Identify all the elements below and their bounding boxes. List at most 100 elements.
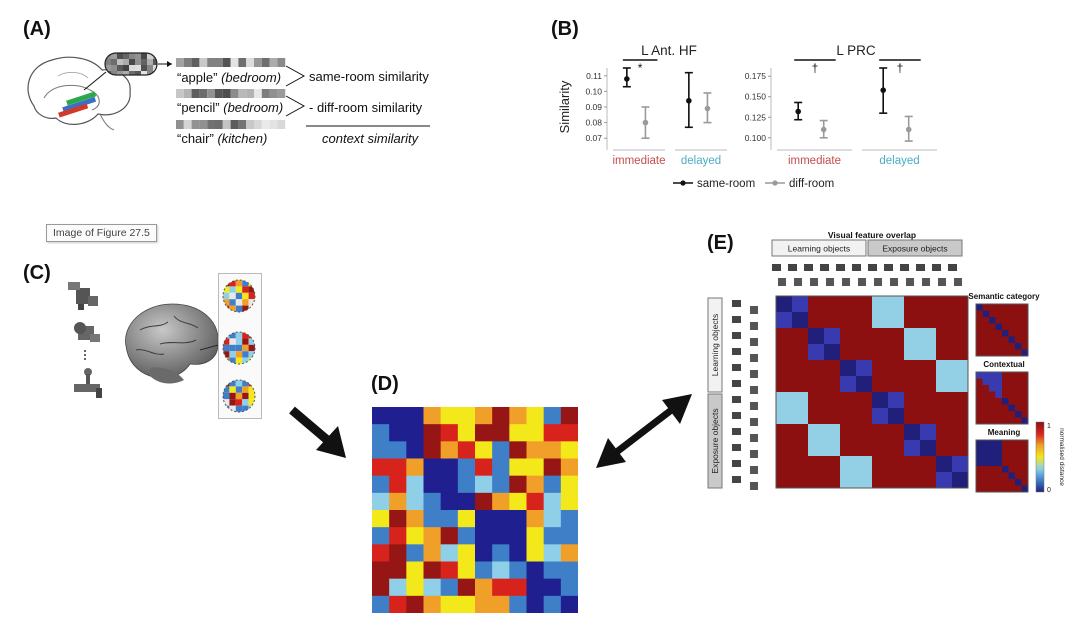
heatmap-cell: [543, 424, 562, 442]
strip-cell: [222, 58, 231, 67]
item-chair: “chair” (kitchen): [177, 131, 268, 146]
pattern-cell: [141, 65, 147, 71]
pattern-cell: [235, 344, 243, 352]
pattern-cell: [248, 357, 255, 364]
data-point: [820, 126, 827, 133]
heatmap-cell: [457, 475, 476, 494]
heatmap-cell: [872, 408, 889, 425]
heatmap-cell: [776, 456, 793, 473]
object-thumbnail: [906, 278, 914, 286]
object-thumbnail: [750, 322, 758, 330]
pattern-cell: [111, 59, 117, 65]
heatmap-cell: [808, 392, 825, 409]
heatmap-cell: [904, 296, 921, 313]
heatmap-cell: [372, 527, 390, 545]
heatmap-cell: [792, 296, 809, 313]
heatmap-cell: [952, 296, 969, 313]
row-group-box: [707, 393, 723, 489]
heatmap-cell: [475, 441, 493, 459]
pattern-cell: [242, 292, 249, 300]
heatmap-cell: [888, 424, 905, 441]
pattern-cell: [235, 351, 243, 358]
pattern-cell: [129, 59, 135, 65]
thumbnail-diagonal: [989, 453, 996, 460]
column-group-box: [867, 239, 963, 257]
object-thumbnail: [732, 396, 741, 403]
heatmap-cell: [840, 392, 857, 409]
heatmap-cell: [856, 408, 873, 425]
brain-3d-icon: [125, 303, 222, 384]
heatmap-cell: [936, 296, 953, 313]
heatmap-cell: [904, 392, 921, 409]
heatmap-cell: [824, 408, 841, 425]
diff-room-label: - diff-room similarity: [309, 100, 423, 115]
group-label: immediate: [788, 155, 841, 167]
thumbnail-block: [982, 378, 1002, 385]
heatmap-cell: [475, 544, 493, 562]
column-group-label: Learning objects: [788, 244, 850, 254]
heatmap-title: Visual feature overlap: [828, 230, 916, 240]
heatmap-cell: [389, 544, 407, 562]
pattern-cell: [242, 305, 249, 312]
arrow-icon: [289, 406, 346, 458]
heatmap-cell: [372, 492, 390, 511]
heatmap-cell: [543, 561, 562, 580]
pattern-cell: [147, 65, 153, 71]
pattern-cell: [248, 280, 255, 287]
heatmap-cell: [457, 578, 476, 597]
pattern-cell: [135, 53, 141, 59]
heatmap-cell: [457, 544, 476, 562]
y-tick-label: 0.08: [585, 118, 602, 128]
heatmap-cell: [440, 458, 459, 477]
heatmap-cell: [440, 475, 459, 494]
object-thumbnail: [954, 278, 962, 286]
heatmap-cell: [776, 360, 793, 377]
heatmap-cell: [543, 595, 562, 613]
pattern-cell: [105, 65, 111, 71]
heatmap-cell: [856, 440, 873, 457]
pattern-outline: [222, 379, 256, 413]
thumbnail-frame: [975, 303, 1029, 357]
heatmap-cell: [543, 475, 562, 494]
heatmap-cell: [904, 440, 921, 457]
heatmap-cell: [824, 392, 841, 409]
panel-label-c: (C): [23, 262, 51, 284]
double-arrow-icon: [596, 394, 692, 468]
object-thumbnail: [732, 428, 741, 435]
object-thumbnail: [874, 278, 882, 286]
pattern-cell: [135, 59, 141, 65]
heatmap-cell: [475, 492, 493, 511]
thumbnail-diagonal: [995, 459, 1002, 466]
data-point: [686, 97, 692, 104]
pattern-cell: [123, 53, 129, 59]
heatmap-cell: [856, 360, 873, 377]
heatmap-cell: [492, 544, 510, 562]
heatmap-cell: [808, 312, 825, 329]
heatmap-cell: [936, 360, 953, 377]
object-thumbnail: [932, 264, 941, 271]
pattern-cell: [223, 357, 230, 364]
bracket-marks: [285, 65, 430, 127]
heatmap-cell: [560, 458, 578, 477]
pattern-cell: [229, 357, 236, 364]
thumbnail-diagonal: [1015, 343, 1022, 350]
heatmap-cell: [920, 376, 937, 393]
heatmap-cell: [904, 360, 921, 377]
heatmap-cell: [808, 424, 825, 441]
pattern-cell: [248, 299, 255, 306]
heatmap-cell: [776, 472, 793, 489]
heatmap-cell: [406, 475, 424, 494]
heatmap-cell: [526, 475, 545, 494]
heatmap-cell: [543, 458, 562, 477]
pattern-cell: [223, 405, 230, 412]
heatmap-cell: [423, 475, 442, 494]
heatmap-cell: [952, 440, 969, 457]
heatmap-cell: [406, 578, 424, 597]
heatmap-cell: [936, 328, 953, 345]
heatmap-cell: [840, 312, 857, 329]
heatmap-cell: [509, 578, 527, 597]
object-thumbnail: [916, 264, 925, 271]
heatmap-cell: [560, 527, 578, 545]
data-point: [880, 87, 886, 93]
heatmap-cell: [423, 544, 442, 562]
